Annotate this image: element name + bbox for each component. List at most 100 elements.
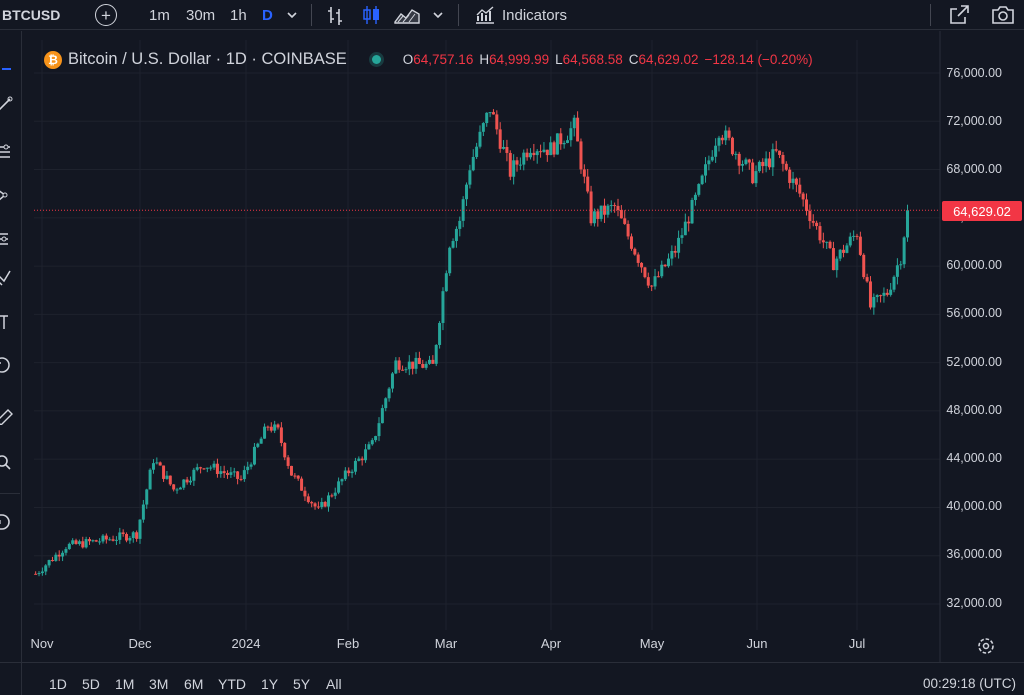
candle-body (613, 205, 617, 207)
candle-body (229, 472, 233, 475)
zoom-icon[interactable] (0, 454, 14, 472)
candle-body (266, 426, 270, 428)
candle-body (471, 156, 475, 171)
candle-body (693, 194, 697, 200)
candle-body (57, 554, 61, 557)
candle-body (582, 169, 586, 177)
brush-icon[interactable] (0, 269, 14, 287)
range-1d[interactable]: 1D (49, 676, 67, 692)
market-status-icon[interactable] (371, 55, 381, 64)
candle-body (845, 245, 849, 253)
candle-body (114, 539, 118, 541)
candle-body (640, 262, 644, 268)
candle-body (77, 541, 81, 544)
range-all[interactable]: All (326, 676, 342, 692)
range-6m[interactable]: 6M (184, 676, 204, 692)
candle-body (263, 426, 267, 439)
candle-body (347, 470, 351, 474)
chart-settings-gear-icon[interactable] (976, 636, 996, 656)
candle-body (286, 457, 290, 466)
candle-body (858, 236, 862, 255)
utc-clock[interactable]: 00:29:18 (UTC) (922, 676, 1016, 691)
candle-body (374, 436, 378, 441)
candle-body (629, 236, 633, 249)
candle-body (195, 467, 199, 470)
candle-body (313, 503, 317, 507)
range-ytd[interactable]: YTD (218, 676, 246, 692)
indicators-button[interactable]: Indicators (474, 0, 567, 30)
indicators-label: Indicators (502, 6, 568, 24)
interval-30m[interactable]: 30m (186, 6, 216, 24)
symbol-search[interactable]: BTCUSD (2, 7, 61, 23)
candle-body (273, 424, 277, 431)
candle-body (353, 460, 357, 472)
candle-body (192, 469, 196, 481)
candle-body (512, 160, 516, 177)
range-5d[interactable]: 5D (82, 676, 100, 692)
candle-body (838, 249, 842, 259)
candle-body (37, 573, 41, 575)
candle-body (875, 295, 879, 297)
text-icon[interactable] (0, 313, 14, 331)
price-axis-label: 36,000.00 (946, 547, 1002, 561)
candle-body (599, 205, 603, 219)
candle-body (764, 158, 768, 167)
trend-line-icon[interactable] (0, 95, 14, 113)
candle-body (589, 191, 593, 224)
magnet-icon[interactable] (0, 512, 14, 530)
ohlc-values: O64,757.16 H64,999.99 L64,568.58 C64,629… (403, 52, 813, 67)
chevron-down-icon[interactable] (432, 9, 444, 21)
candle-body (666, 258, 670, 267)
candle-body (108, 539, 112, 541)
fullscreen-icon[interactable] (947, 3, 971, 27)
fib-retracement-icon[interactable] (0, 143, 14, 161)
candle-body (828, 241, 832, 249)
candle-body (825, 241, 829, 243)
candle-body (34, 573, 38, 575)
pattern-icon[interactable] (0, 186, 14, 204)
forecast-icon[interactable] (0, 229, 14, 247)
interval-1m[interactable]: 1m (149, 6, 170, 24)
candle-body (350, 471, 354, 474)
candle-body (683, 221, 687, 236)
interval-1h[interactable]: 1h (230, 6, 247, 24)
emoji-icon[interactable] (0, 356, 14, 374)
candle-body (81, 541, 85, 548)
price-axis-label: 32,000.00 (946, 596, 1002, 610)
candle-body (720, 137, 724, 141)
range-5y[interactable]: 5Y (293, 676, 311, 692)
candle-body (246, 466, 250, 471)
range-1y[interactable]: 1Y (261, 676, 279, 692)
candle-body (434, 344, 438, 364)
ruler-icon[interactable] (0, 407, 14, 425)
candle-body (468, 170, 472, 185)
cursor-tool-indicator[interactable] (2, 68, 11, 70)
low-value: 64,568.58 (562, 52, 623, 67)
plus-icon: + (101, 5, 111, 25)
candle-body (525, 152, 529, 158)
compare-symbol-button[interactable]: + (95, 4, 117, 26)
toolbar-divider (311, 4, 312, 26)
candle-body (889, 289, 893, 295)
candle-body (155, 462, 159, 464)
interval-d[interactable]: D (262, 6, 273, 24)
candle-body (407, 361, 411, 370)
candle-body (707, 160, 711, 165)
candles-chart-type-icon[interactable] (361, 4, 383, 26)
candle-body (283, 442, 287, 458)
candle-body (367, 444, 371, 450)
candle-body (616, 205, 620, 211)
candle-body (74, 540, 78, 544)
camera-icon[interactable] (990, 3, 1016, 27)
candle-body (259, 438, 263, 444)
chart-title[interactable]: Bitcoin / U.S. Dollar · 1D · COINBASE (68, 50, 347, 68)
candle-body (586, 176, 590, 192)
chevron-down-icon[interactable] (286, 9, 298, 21)
range-3m[interactable]: 3M (149, 676, 169, 692)
candle-body (778, 150, 782, 155)
area-chart-type-icon[interactable] (393, 5, 421, 25)
candle-body (128, 538, 132, 541)
range-1m[interactable]: 1M (115, 676, 135, 692)
bar-chart-type-icon[interactable] (325, 4, 347, 26)
